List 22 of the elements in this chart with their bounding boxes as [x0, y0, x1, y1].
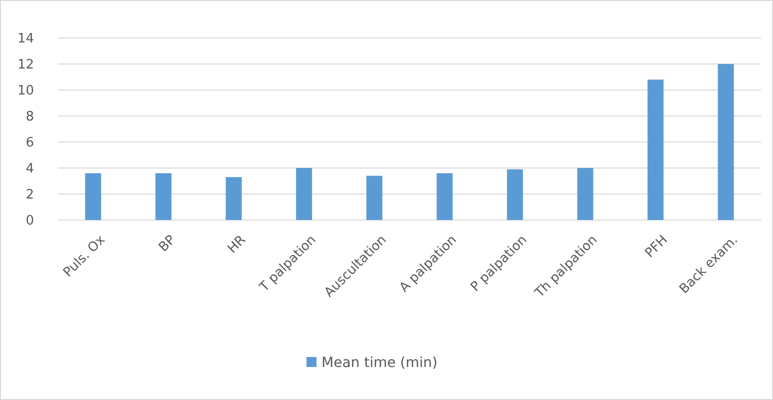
y-tick-label: 8: [26, 110, 34, 125]
x-tick-label: Puls. Ox: [60, 232, 109, 280]
bar: [436, 173, 453, 220]
bar: [155, 173, 172, 220]
bar: [718, 64, 734, 220]
y-tick-label: 4: [26, 162, 34, 177]
bar: [296, 168, 312, 220]
y-tick-label: 10: [17, 84, 34, 99]
y-tick-label: 14: [17, 32, 34, 47]
y-tick-label: 6: [26, 136, 34, 151]
y-tick-label: 2: [26, 188, 34, 203]
x-tick-label: BP: [156, 232, 179, 256]
bar: [577, 168, 594, 220]
y-tick-label: 12: [17, 58, 34, 73]
bar: [648, 80, 664, 220]
bar: [226, 177, 242, 220]
bar: [506, 169, 523, 220]
legend-label: Mean time (min): [322, 354, 438, 371]
bar: [366, 176, 382, 220]
bar: [85, 173, 102, 220]
x-tick-label: HR: [225, 232, 250, 257]
y-tick-label: 0: [26, 214, 34, 229]
